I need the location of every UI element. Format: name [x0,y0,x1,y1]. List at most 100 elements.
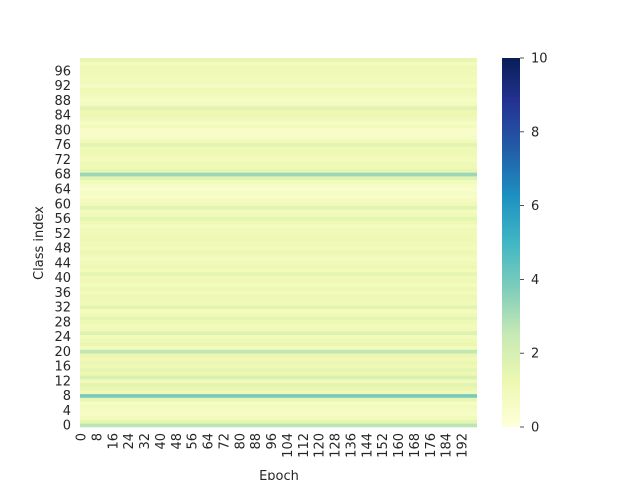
x-tick-label: 40 [154,433,169,450]
heatmap-row-6 [80,401,477,406]
heatmap-row-5 [80,404,477,409]
heatmap-row-10 [80,386,477,391]
y-tick-label: 32 [54,301,71,316]
heatmap-row-80 [80,128,477,133]
heatmap-row-70 [80,165,477,169]
heatmap-row-54 [80,224,477,229]
heatmap-row-86 [80,105,477,110]
heatmap-row-59 [80,205,477,210]
y-axis-label: Class index [32,206,47,280]
x-tick-label: 120 [313,433,328,458]
heatmap-row-78 [80,135,477,140]
x-tick-label: 8 [90,433,105,441]
heatmap-row-17 [80,360,477,365]
heatmap-row-93 [80,80,477,85]
heatmap-row-62 [80,194,477,199]
heatmap-row-47 [80,249,477,254]
heatmap-row-43 [80,264,477,269]
heatmap-row-44 [80,260,477,265]
colorbar-tick-label: 4 [531,273,539,288]
y-tick-label: 88 [54,94,71,109]
heatmap-row-87 [80,102,477,107]
heatmap-row-21 [80,345,477,350]
heatmap-row-33 [80,301,477,306]
heatmap-row-71 [80,161,477,166]
colorbar-tick-label: 10 [531,52,548,67]
heatmap-row-35 [80,294,477,299]
heatmap-row-24 [80,334,477,339]
heatmap-row-27 [80,323,477,328]
x-tick-label: 152 [376,433,391,458]
heatmap-row-16 [80,364,477,369]
y-tick-label: 44 [54,256,71,271]
x-tick-label: 136 [344,433,359,458]
y-tick-label: 8 [63,389,71,404]
heatmap-row-72 [80,157,477,162]
heatmap-row-73 [80,153,477,158]
heatmap-row-40 [80,275,477,280]
x-tick-label: 144 [360,433,375,458]
heatmap-row-88 [80,98,477,103]
x-tick-label: 24 [122,433,137,450]
colorbar-tick-label: 2 [531,347,539,362]
heatmap-row-83 [80,117,477,122]
x-tick-label: 184 [440,433,455,458]
y-tick-label: 92 [54,79,71,94]
y-tick-label: 40 [54,271,71,286]
heatmap-row-85 [80,109,477,114]
heatmap-row-69 [80,168,477,173]
heatmap-row-76 [80,142,477,147]
heatmap-row-19 [80,353,477,358]
heatmap-row-81 [80,124,477,129]
heatmap-row-98 [80,61,477,66]
heatmap-row-60 [80,201,477,206]
y-tick-label: 84 [54,109,71,124]
colorbar-tick-label: 8 [531,125,539,140]
heatmap-row-41 [80,272,477,277]
x-tick-label: 32 [138,433,153,450]
y-tick-label: 80 [54,123,71,138]
heatmap-row-31 [80,308,477,313]
heatmap-row-97 [80,65,477,70]
y-tick-label: 48 [54,242,71,257]
heatmap-row-0 [80,423,477,428]
y-tick-label: 96 [54,64,71,79]
x-axis-label: Epoch [259,469,299,480]
heatmap-row-39 [80,279,477,284]
x-tick-label: 72 [217,433,232,450]
y-tick-label: 0 [63,419,71,434]
y-tick-label: 28 [54,315,71,330]
heatmap-row-11 [80,382,477,387]
x-tick-label: 128 [329,433,344,458]
heatmap-row-66 [80,179,477,184]
heatmap-row-20 [80,349,477,354]
heatmap-row-48 [80,246,477,251]
heatmap-row-9 [80,390,477,395]
heatmap-row-30 [80,312,477,317]
heatmap-row-77 [80,139,477,144]
y-tick-label: 56 [54,212,71,227]
heatmap-row-75 [80,146,477,151]
heatmap-row-96 [80,69,477,74]
heatmap-row-12 [80,379,477,384]
heatmap-row-14 [80,371,477,376]
heatmap-row-99 [80,58,477,62]
heatmap-row-63 [80,190,477,195]
colorbar-ticks: 0 2 4 6 8 10 [520,52,548,436]
heatmap-row-55 [80,220,477,225]
heatmap-row-82 [80,120,477,125]
heatmap-row-74 [80,150,477,155]
colorbar-tick-label: 6 [531,199,539,214]
y-tick-label: 24 [54,330,71,345]
heatmap-row-89 [80,94,477,99]
x-tick-label: 168 [408,433,423,458]
y-tick-label: 16 [54,360,71,375]
heatmap-row-84 [80,113,477,118]
heatmap-row-61 [80,198,477,203]
heatmap-row-34 [80,297,477,302]
heatmap-row-42 [80,268,477,273]
x-tick-label: 80 [233,433,248,450]
heatmap-row-45 [80,257,477,262]
heatmap-rows [80,58,477,428]
heatmap-row-7 [80,397,477,402]
